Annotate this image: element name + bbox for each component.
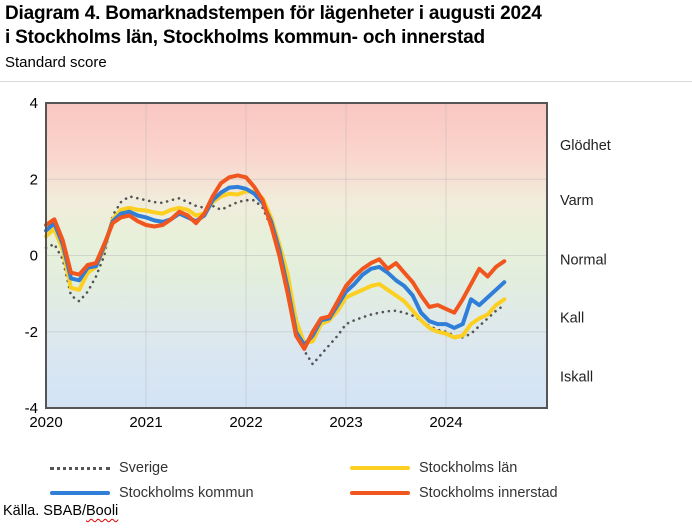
plot-background	[46, 103, 547, 408]
chart-title-line2: i Stockholms län, Stockholms kommun- och…	[5, 27, 485, 48]
legend-swatch-stockholms-lan	[350, 466, 410, 470]
legend-item-stockholms-lan: Stockholms län	[350, 458, 517, 478]
series-line-stockholms-innerstad	[44, 173, 507, 351]
x-tick-label: 2024	[429, 414, 462, 431]
legend-label-stockholms-innerstad: Stockholms innerstad	[419, 485, 558, 501]
y-tick-label: -4	[25, 400, 38, 417]
x-tick-label: 2022	[229, 414, 262, 431]
source-flagged-word: Booli	[86, 503, 119, 519]
y-tick-label: 2	[30, 171, 38, 188]
legend-item-stockholms-kommun: Stockholms kommun	[50, 483, 254, 503]
legend-item-sverige: Sverige	[50, 458, 168, 478]
y-tick-label: 0	[30, 248, 38, 265]
zone-labels: Glödhet Varm Normal Kall Iskall	[560, 138, 611, 386]
legend-swatch-sverige	[50, 466, 110, 470]
zone-label: Normal	[560, 252, 607, 268]
chart-title: Diagram 4. Bomarknadstempen för lägenhet…	[5, 2, 542, 50]
x-axis-ticks: 2020 2021 2022 2023 2024	[29, 414, 462, 431]
legend: Sverige Stockholms län Stockholms kommun…	[0, 455, 692, 507]
legend-label-stockholms-kommun: Stockholms kommun	[119, 485, 254, 501]
header-divider	[0, 81, 692, 82]
source-note: Källa. SBAB/Booli	[3, 503, 118, 519]
zone-label: Iskall	[560, 370, 593, 386]
x-tick-label: 2023	[329, 414, 362, 431]
chart-subtitle: Standard score	[5, 54, 107, 71]
chart-area: 4 2 0 -2 -4 2020 2021 2022 2023 2024 Glödhet Varm No…	[0, 88, 692, 448]
legend-swatch-stockholms-innerstad	[350, 491, 410, 495]
legend-swatch-stockholms-kommun	[50, 491, 110, 495]
y-tick-label: -2	[25, 324, 38, 341]
plot-frame	[45, 102, 548, 409]
zone-label: Kall	[560, 311, 584, 327]
legend-item-stockholms-innerstad: Stockholms innerstad	[350, 483, 558, 503]
y-tick-label: 4	[30, 95, 38, 112]
x-tick-label: 2020	[29, 414, 62, 431]
legend-label-stockholms-lan: Stockholms län	[419, 460, 518, 476]
zone-label: Glödhet	[560, 138, 611, 154]
zone-label: Varm	[560, 193, 594, 209]
y-axis-ticks: 4 2 0 -2 -4	[25, 95, 38, 417]
chart-title-line1: Diagram 4. Bomarknadstempen för lägenhet…	[5, 3, 542, 24]
x-tick-label: 2021	[129, 414, 162, 431]
source-prefix: Källa. SBAB/	[3, 503, 87, 519]
legend-label-sverige: Sverige	[119, 460, 169, 476]
